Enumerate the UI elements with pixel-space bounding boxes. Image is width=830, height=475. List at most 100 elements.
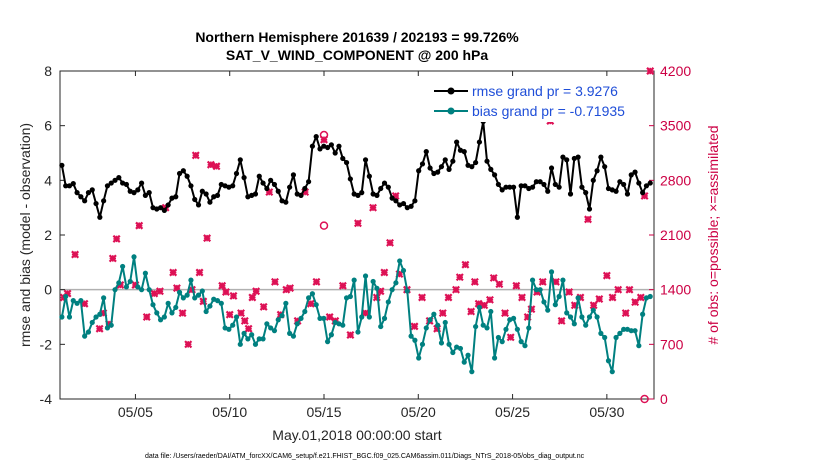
rmse-point	[176, 170, 183, 177]
bias-point	[66, 314, 73, 320]
bias-point	[416, 355, 422, 361]
bias-point	[104, 325, 111, 331]
obs-assimilated-marker	[218, 281, 227, 290]
obs-assimilated-marker	[178, 309, 187, 318]
obs-assimilated-marker	[95, 324, 104, 333]
bias-point	[321, 315, 327, 321]
bias-point	[389, 287, 395, 293]
bias-point	[226, 326, 232, 332]
bias-point	[157, 317, 164, 323]
bias-point	[241, 330, 247, 336]
rmse-point	[302, 185, 308, 192]
obs-assimilated-marker	[557, 316, 566, 325]
bias-point	[142, 270, 148, 276]
rmse-point	[423, 149, 429, 155]
rmse-point	[112, 177, 118, 183]
rmse-point	[123, 181, 130, 188]
rmse-point	[362, 157, 369, 163]
rmse-point	[621, 181, 627, 188]
bias-point	[412, 337, 418, 343]
obs-assimilated-marker	[565, 288, 574, 296]
obs-assimilated-marker	[252, 287, 261, 296]
rmse-point	[328, 142, 334, 148]
obs-assimilated-marker	[495, 280, 504, 289]
bias-point	[283, 300, 289, 306]
bias-point	[465, 352, 471, 358]
obs-assimilated-marker	[506, 333, 515, 342]
bias-point	[586, 314, 593, 320]
rmse-point	[161, 207, 167, 213]
bias-point	[131, 254, 137, 260]
bias-point	[347, 293, 353, 300]
bias-point	[245, 336, 251, 342]
bias-point	[108, 322, 114, 328]
obs-possible-marker	[640, 394, 649, 404]
chart-subtitle: SAT_V_WIND_COMPONENT @ 200 hPa	[226, 47, 489, 63]
bias-point	[169, 310, 175, 316]
rmse-point	[586, 206, 593, 212]
obs-assimilated-marker	[112, 234, 121, 243]
bias-point	[85, 329, 92, 335]
bias-point	[260, 336, 266, 342]
bias-point	[647, 293, 653, 300]
bias-point	[476, 304, 483, 311]
rmse-point	[469, 164, 475, 170]
obs-assimilated-marker	[470, 277, 479, 286]
bias-point	[180, 295, 186, 301]
bias-point	[605, 358, 612, 364]
y2-tick-label: 2100	[660, 227, 691, 243]
rmse-point	[628, 172, 634, 178]
bias-point	[492, 355, 498, 361]
rmse-point	[89, 187, 95, 193]
rmse-point	[157, 205, 164, 211]
obs-assimilated-marker	[286, 284, 295, 293]
rmse-point	[381, 180, 388, 186]
obs-assimilated-marker	[155, 287, 164, 296]
bias-point	[59, 314, 65, 320]
bias-series	[59, 254, 653, 375]
bias-point	[609, 369, 615, 375]
obs-assimilated-marker	[221, 288, 230, 296]
bias-point	[564, 310, 570, 316]
rmse-point	[116, 175, 122, 181]
bias-point	[351, 277, 357, 283]
bias-point	[192, 295, 198, 301]
bias-point	[370, 278, 376, 285]
bias-point	[400, 267, 407, 274]
legend: rmse grand pr = 3.9276 bias grand pr = -…	[428, 80, 650, 122]
rmse-point	[241, 175, 247, 181]
bias-point	[431, 311, 437, 317]
obs-assimilated-marker	[386, 238, 394, 247]
bias-point	[450, 349, 456, 356]
rmse-point	[598, 154, 604, 160]
y2-tick-label: 0	[660, 391, 668, 407]
rmse-point	[510, 184, 517, 190]
rmse-point	[556, 184, 562, 190]
bias-point	[545, 307, 551, 313]
rmse-point	[545, 188, 551, 194]
rmse-point	[412, 198, 418, 204]
chart-title: Northern Hemisphere 201639 / 202193 = 99…	[195, 29, 519, 45]
obs-assimilated-marker	[312, 277, 321, 286]
bias-point	[461, 359, 467, 365]
bias-point	[537, 287, 543, 293]
rmse-point	[104, 183, 111, 189]
obs-assimilated-marker	[625, 285, 634, 294]
bias-point	[184, 292, 190, 298]
bias-point	[408, 333, 414, 339]
bias-point	[237, 341, 243, 347]
rmse-point	[135, 187, 141, 193]
rmse-point	[400, 200, 407, 207]
bias-point	[484, 325, 490, 331]
y-axis-label: rmse and bias (model - observation)	[17, 123, 33, 347]
bias-point	[135, 284, 141, 290]
rmse-point	[230, 183, 236, 189]
bias-point	[154, 310, 160, 316]
rmse-point	[195, 202, 202, 208]
obs-assimilated-marker	[467, 307, 476, 316]
rmse-point	[514, 214, 520, 220]
rmse-point	[495, 181, 501, 188]
obs-assimilated-marker	[142, 313, 151, 321]
rmse-point	[324, 144, 331, 151]
obs-assimilated-marker	[646, 67, 655, 75]
